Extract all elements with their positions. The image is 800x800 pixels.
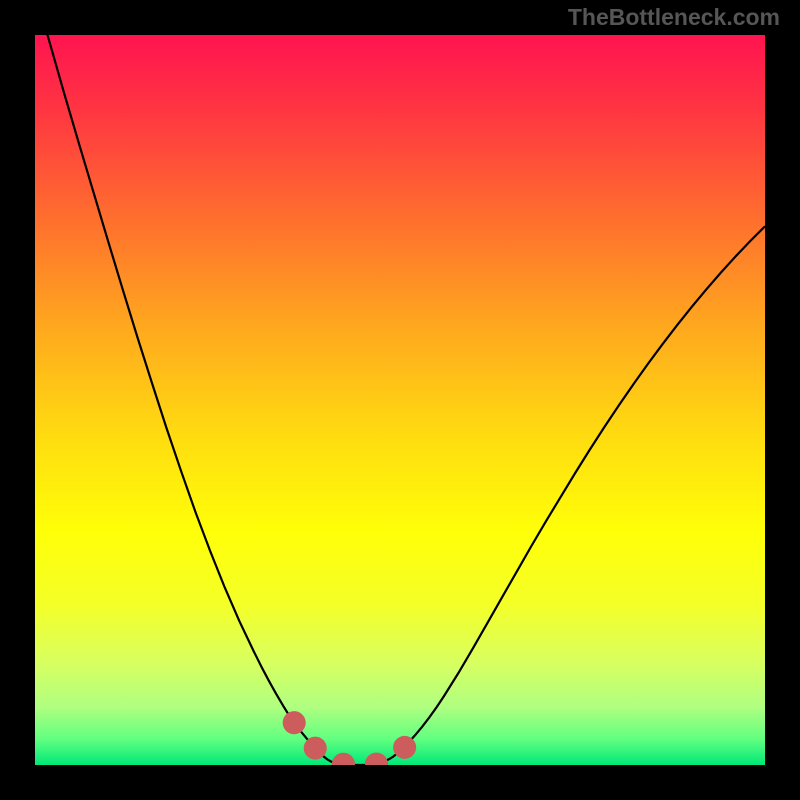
chart-svg bbox=[35, 35, 765, 765]
bottleneck-chart bbox=[35, 35, 765, 765]
watermark-text: TheBottleneck.com bbox=[568, 4, 780, 31]
